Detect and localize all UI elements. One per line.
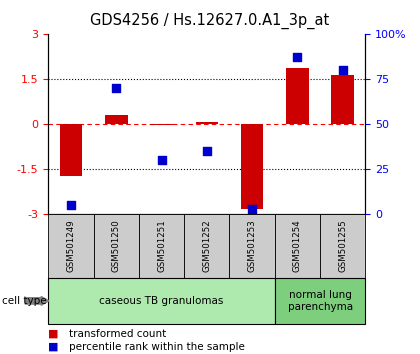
Bar: [196, 122, 218, 124]
Text: percentile rank within the sample: percentile rank within the sample: [69, 342, 245, 352]
Bar: [184, 214, 229, 278]
Bar: [139, 214, 184, 278]
Text: GSM501255: GSM501255: [338, 219, 347, 272]
Text: caseous TB granulomas: caseous TB granulomas: [100, 296, 224, 306]
Point: [249, 206, 255, 212]
Bar: [150, 124, 173, 125]
Bar: [48, 214, 94, 278]
Point: [203, 148, 210, 154]
Bar: [105, 115, 128, 124]
Text: normal lung
parenchyma: normal lung parenchyma: [288, 290, 353, 312]
Bar: [60, 124, 82, 176]
Text: GSM501254: GSM501254: [293, 219, 302, 272]
Bar: [275, 214, 320, 278]
Bar: [320, 214, 365, 278]
Bar: [241, 124, 263, 209]
Text: GSM501252: GSM501252: [202, 219, 211, 272]
Bar: [94, 214, 139, 278]
Text: transformed count: transformed count: [69, 329, 167, 339]
Bar: [229, 214, 275, 278]
Point: [113, 85, 120, 91]
Text: GSM501251: GSM501251: [157, 219, 166, 272]
Point: [158, 157, 165, 163]
Bar: [286, 68, 309, 124]
Text: GSM501250: GSM501250: [112, 219, 121, 272]
Point: [339, 67, 346, 73]
Text: GDS4256 / Hs.12627.0.A1_3p_at: GDS4256 / Hs.12627.0.A1_3p_at: [90, 12, 330, 29]
Point: [68, 202, 74, 208]
Text: cell type: cell type: [2, 296, 46, 306]
Text: ■: ■: [48, 342, 59, 352]
Point: [294, 54, 301, 60]
Bar: [331, 75, 354, 124]
Bar: [275, 278, 365, 324]
Text: GSM501249: GSM501249: [66, 219, 76, 272]
Bar: [48, 278, 275, 324]
Text: GSM501253: GSM501253: [248, 219, 257, 272]
Text: ■: ■: [48, 329, 59, 339]
